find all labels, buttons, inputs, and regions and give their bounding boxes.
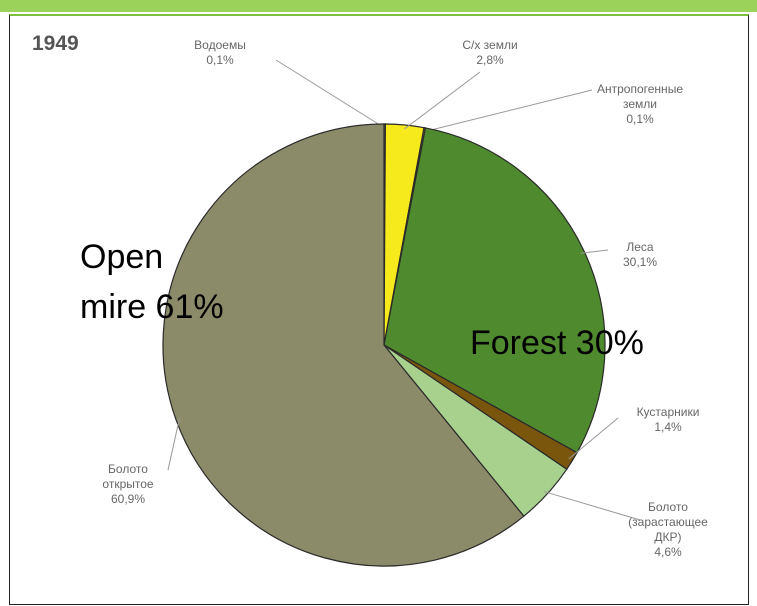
slice-label: Болото открытое [102, 462, 154, 491]
leader-line [568, 417, 619, 460]
slice-value-label: 0,1% [206, 53, 234, 67]
slice-label: Кустарники [636, 405, 700, 419]
slice-label: Леса [626, 240, 654, 254]
chart-title: 1949 [32, 32, 79, 55]
leader-line [543, 491, 641, 521]
slice-value-label: 30,1% [622, 255, 658, 269]
pie-slice [162, 123, 525, 567]
annotation: Open mire 61% [80, 238, 224, 326]
slice-label: Водоемы [194, 38, 246, 52]
slice-label: Антропогенные земли [597, 82, 683, 111]
annotation: Forest 30% [470, 324, 644, 362]
slice-value-label: 0,1% [626, 112, 654, 126]
leader-line [580, 249, 609, 254]
slice-value-label: 1,4% [654, 420, 682, 434]
leader-line [275, 59, 385, 129]
leader-line [423, 89, 593, 133]
slice-label: С/х земли [462, 38, 518, 52]
slice-value-label: 60,9% [110, 492, 146, 506]
slice-value-label: 2,8% [476, 53, 504, 67]
top-bar [0, 0, 757, 12]
leader-line [404, 71, 481, 130]
slice-value-label: 4,6% [654, 545, 682, 559]
pie-slice [383, 127, 606, 454]
leader-line [167, 417, 181, 471]
slice-label: Болото (зарастающее ДКР) [628, 500, 708, 544]
